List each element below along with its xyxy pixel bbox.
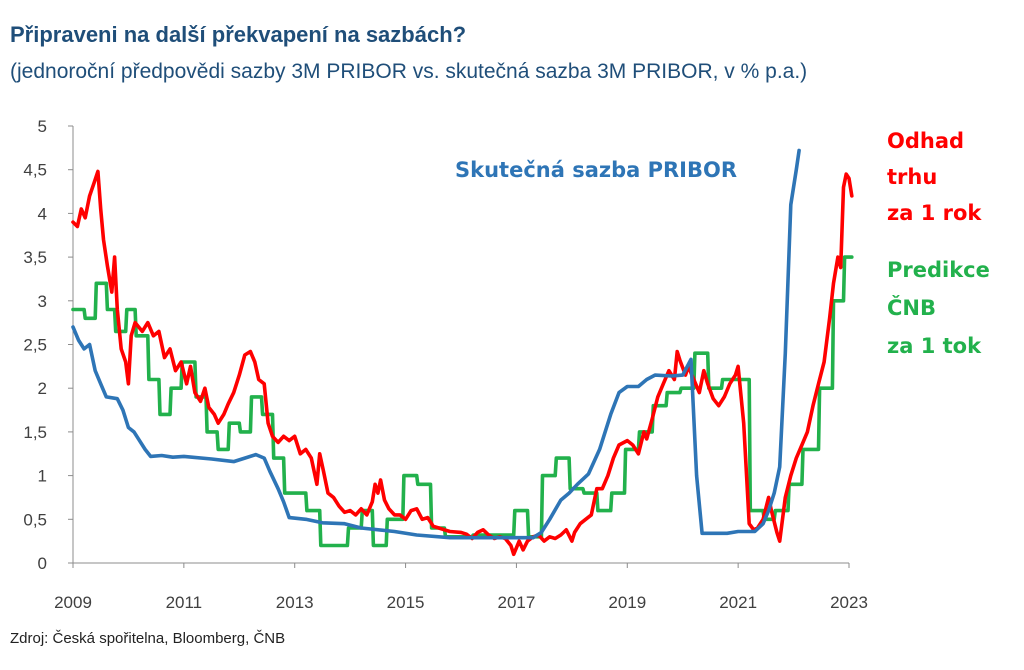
y-tick-label: 1 bbox=[38, 467, 47, 486]
chart-subtitle: (jednoroční předpovědi sazby 3M PRIBOR v… bbox=[10, 60, 808, 83]
chart-series bbox=[71, 148, 854, 557]
y-tick-label: 2 bbox=[38, 379, 47, 398]
y-tick-label: 4,5 bbox=[23, 161, 47, 180]
x-tick-label: 2009 bbox=[54, 593, 92, 612]
y-tick-label: 0 bbox=[38, 554, 47, 573]
x-tick-label: 2011 bbox=[166, 593, 203, 612]
annotation-cnb: za 1 tok bbox=[887, 334, 982, 358]
annotation-market: za 1 rok bbox=[887, 201, 982, 225]
source-note: Zdroj: Česká spořitelna, Bloomberg, ČNB bbox=[10, 630, 286, 647]
y-tick-label: 3,5 bbox=[23, 248, 47, 267]
x-tick-label: 2023 bbox=[830, 593, 868, 612]
annotation-cnb: Predikce bbox=[887, 258, 990, 282]
series-line-market bbox=[71, 169, 854, 557]
y-tick-label: 3 bbox=[38, 292, 47, 311]
x-tick-label: 2021 bbox=[719, 593, 757, 612]
chart-title: Připraveni na další překvapení na sazbác… bbox=[10, 22, 467, 47]
y-tick-label: 0,5 bbox=[23, 510, 47, 529]
series-line-cnb bbox=[71, 255, 854, 548]
annotation-pribor: Skutečná sazba PRIBOR bbox=[455, 158, 737, 182]
series-line-pribor bbox=[71, 148, 801, 540]
x-tick-label: 2019 bbox=[608, 593, 646, 612]
x-tick-label: 2013 bbox=[276, 593, 314, 612]
x-tick-label: 2017 bbox=[498, 593, 536, 612]
annotation-market: trhu bbox=[887, 165, 937, 189]
annotation-cnb: ČNB bbox=[887, 295, 936, 320]
x-tick-label: 2015 bbox=[387, 593, 425, 612]
y-tick-label: 1,5 bbox=[23, 423, 47, 442]
chart-axes: 0 0,5 1 1,5 2 2,5 3 3,5 4 4,5 5 2009 2011 2013 2015 201… bbox=[23, 117, 868, 612]
annotation-market: Odhad bbox=[887, 129, 964, 153]
y-tick-label: 5 bbox=[38, 117, 47, 136]
y-tick-label: 4 bbox=[38, 204, 47, 223]
y-tick-label: 2,5 bbox=[23, 336, 47, 355]
chart-annotations: Skutečná sazba PRIBOR Odhad trhu za 1 rok Pr… bbox=[455, 129, 990, 358]
